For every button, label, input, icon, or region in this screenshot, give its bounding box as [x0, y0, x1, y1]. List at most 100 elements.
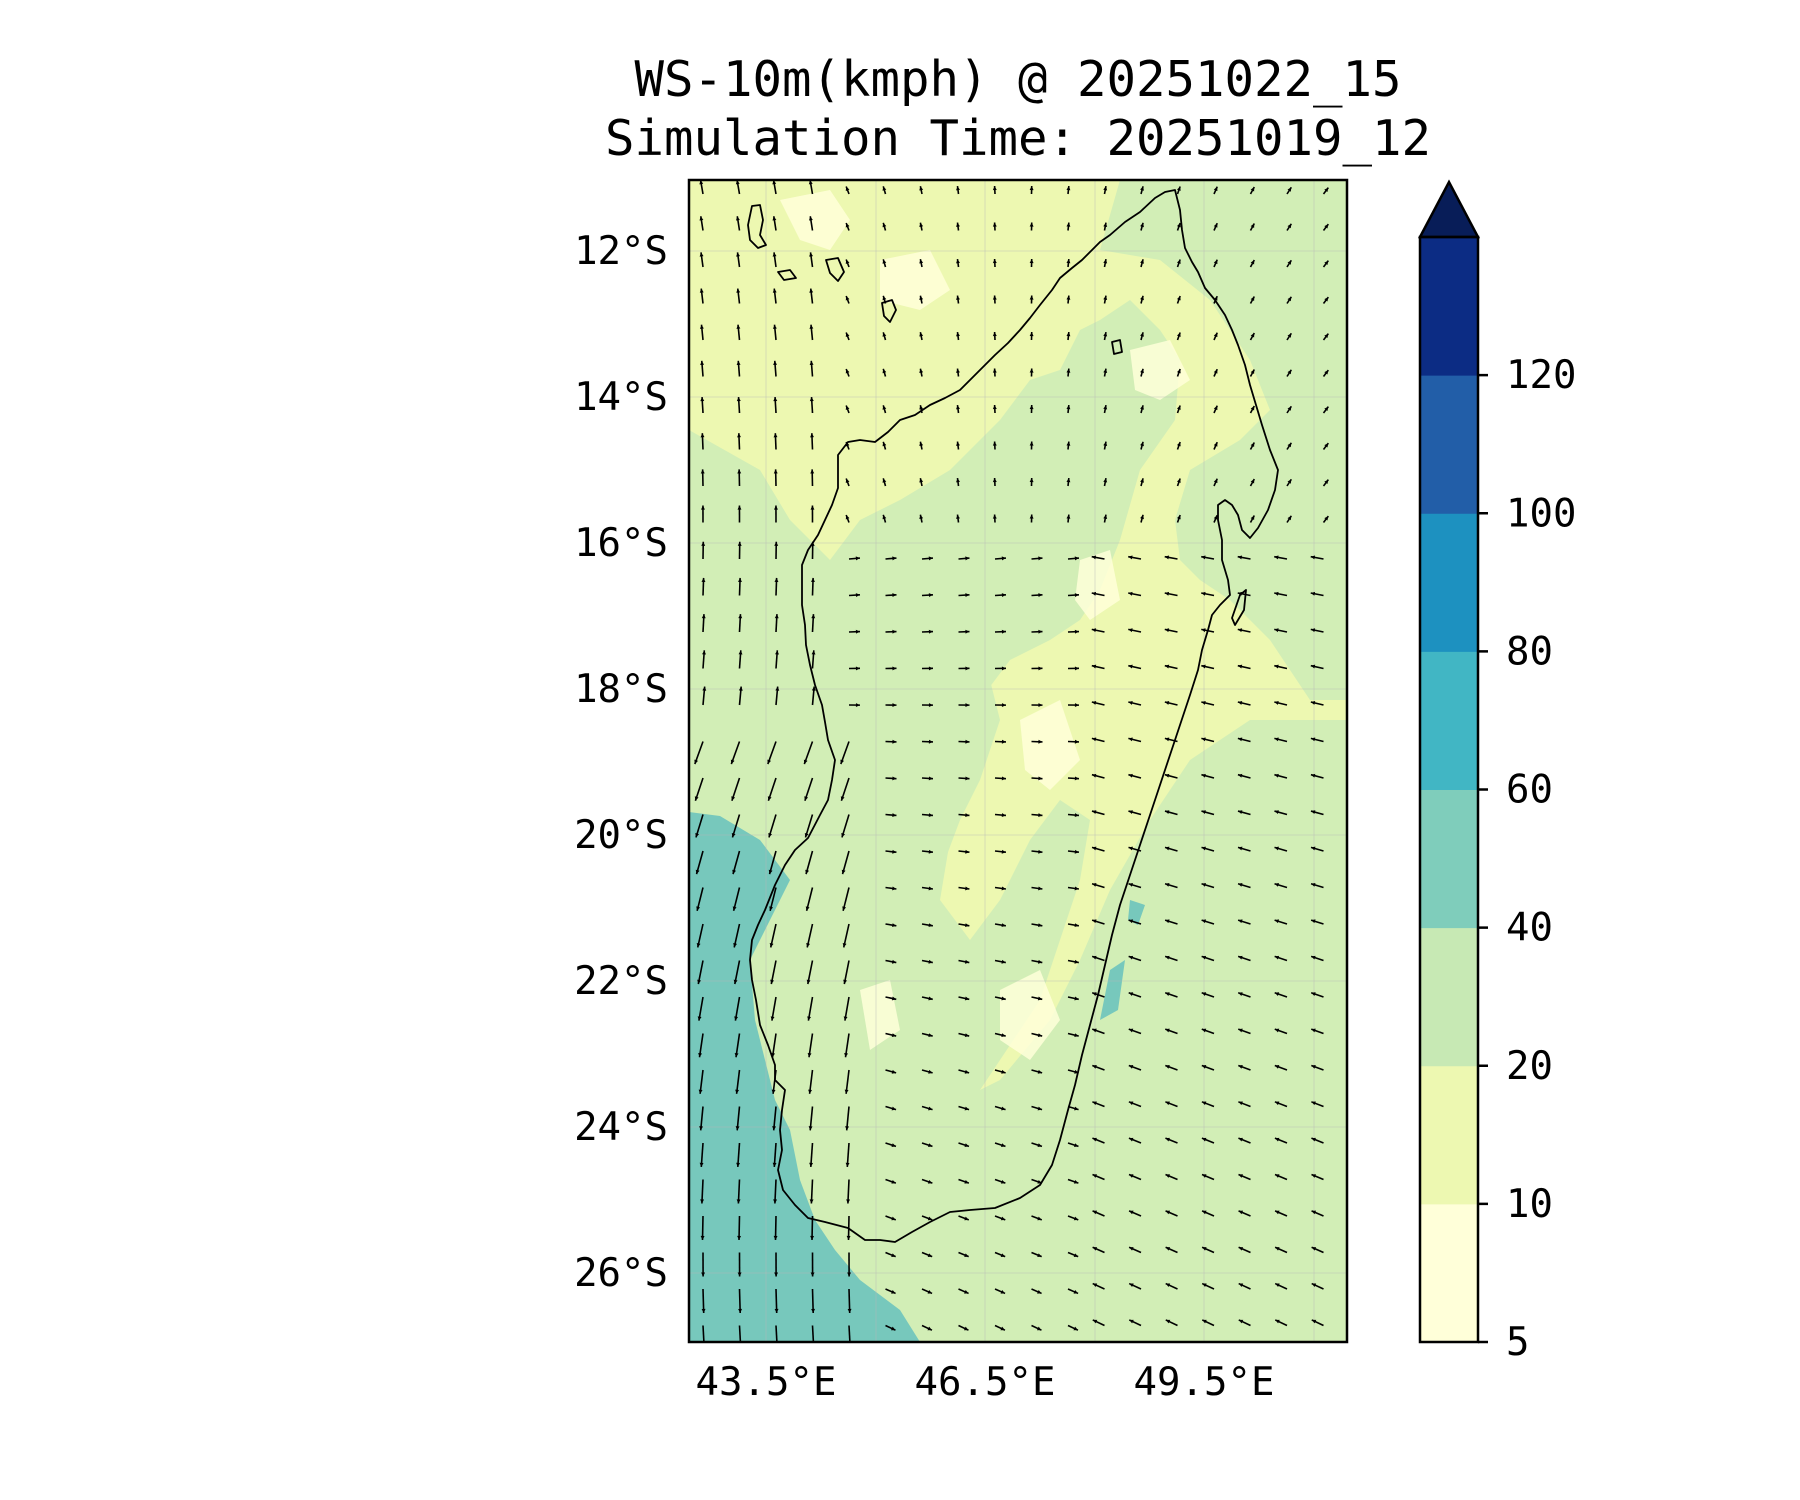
wind-arrow: [738, 686, 743, 706]
wind-arrow: [1091, 628, 1105, 633]
wind-arrow: [1286, 405, 1293, 414]
wind-arrow: [1238, 1137, 1251, 1144]
wind-arrow: [1128, 1101, 1142, 1108]
wind-arrow: [811, 650, 816, 669]
wind-arrow: [770, 996, 777, 1021]
colorbar-segment: [1420, 513, 1478, 652]
wind-arrow: [702, 650, 706, 669]
wind-arrow: [1201, 1028, 1215, 1035]
wind-arrow: [956, 185, 960, 195]
wind-arrow: [992, 441, 997, 450]
wind-arrow: [885, 996, 897, 1001]
wind-arrow: [1091, 737, 1105, 743]
wind-arrow: [807, 996, 814, 1021]
wind-arrow: [921, 1032, 933, 1038]
wind-arrow: [848, 556, 861, 561]
wind-arrow: [992, 185, 997, 195]
wind-arrow: [771, 1033, 777, 1058]
wind-arrow: [885, 959, 897, 964]
lat-tick-label: 14°S: [574, 375, 668, 420]
lat-tick-label: 22°S: [574, 959, 668, 1004]
wind-arrow: [1067, 996, 1079, 1001]
wind-arrow: [1164, 1028, 1178, 1035]
wind-arrow: [956, 404, 960, 414]
wind-arrow: [1311, 1173, 1324, 1181]
wind-arrow: [1128, 628, 1142, 633]
wind-arrow: [1128, 737, 1142, 743]
wind-arrow: [736, 288, 741, 304]
wind-arrow: [1322, 369, 1329, 377]
wind-arrow: [994, 1142, 1006, 1148]
wind-arrow: [1029, 185, 1034, 195]
wind-arrow: [994, 1251, 1006, 1258]
wind-arrow: [773, 396, 778, 414]
wind-arrow: [731, 777, 741, 802]
wind-arrow: [774, 577, 779, 596]
wind-arrow: [994, 703, 1007, 708]
wind-arrow: [845, 514, 850, 523]
wind-arrow: [1067, 1142, 1079, 1148]
wind-arrow: [1238, 1210, 1251, 1217]
wind-arrow: [1165, 1282, 1178, 1290]
colorbar-tick-label: 40: [1506, 906, 1553, 951]
wind-arrow: [921, 593, 934, 598]
colorbar-tick-label: 100: [1506, 491, 1576, 536]
wind-arrow: [921, 959, 933, 964]
wind-arrow: [1128, 955, 1142, 962]
wind-arrow: [1274, 919, 1288, 925]
wind-arrow: [700, 360, 705, 377]
wind-arrow: [1067, 886, 1080, 891]
wind-arrow: [958, 1178, 970, 1184]
wind-arrow: [1249, 478, 1256, 487]
wind-arrow: [699, 216, 704, 231]
wind-arrow: [700, 1179, 705, 1204]
wind-arrow: [1066, 514, 1071, 523]
wind-arrow: [1213, 332, 1218, 341]
wind-arrow: [768, 814, 777, 838]
lon-tick-label: 49.5°E: [1134, 1360, 1275, 1405]
wind-arrow: [1067, 1178, 1079, 1184]
wind-arrow: [921, 923, 933, 928]
wind-arrow: [1274, 1282, 1288, 1290]
wind-arrow: [1201, 701, 1215, 706]
wind-arrow: [1067, 1251, 1079, 1258]
wind-arrow: [885, 1178, 897, 1184]
wind-arrow: [845, 295, 850, 304]
wind-arrow: [1213, 405, 1218, 414]
wind-arrow: [1213, 186, 1218, 195]
wind-arrow: [958, 1105, 970, 1111]
wind-arrow: [1274, 664, 1288, 670]
wind-arrow: [1201, 773, 1215, 779]
wind-arrow: [921, 666, 934, 671]
wind-arrow: [1165, 1173, 1178, 1181]
wind-arrow: [1249, 405, 1256, 414]
wind-arrow: [1128, 1319, 1142, 1327]
wind-arrow: [1165, 1137, 1178, 1144]
wind-arrow: [772, 1142, 777, 1167]
ile-sainte-marie: [1231, 589, 1247, 626]
wind-arrow: [1274, 992, 1288, 998]
wind-arrow: [773, 360, 778, 377]
wind-arrow: [1091, 810, 1105, 816]
wind-arrow: [919, 514, 924, 523]
wind-arrow: [882, 514, 887, 523]
wind-arrow: [958, 739, 970, 744]
wind-arrow: [994, 666, 1007, 671]
wind-arrow: [698, 1033, 704, 1058]
wind-arrow: [738, 650, 743, 669]
wind-arrow: [843, 960, 850, 985]
wind-arrow: [809, 396, 814, 414]
wind-arrow: [1067, 629, 1080, 634]
wind-arrow: [921, 1251, 933, 1258]
wind-arrow: [958, 923, 970, 928]
wind-arrow: [1128, 1210, 1142, 1217]
wind-arrow: [848, 703, 861, 708]
wind-arrow: [882, 368, 887, 377]
wind-arrow: [1322, 260, 1329, 268]
wind-arrow: [737, 1252, 742, 1277]
wind-arrow: [732, 850, 741, 875]
wind-arrow: [992, 258, 997, 268]
wind-arrow: [1201, 955, 1215, 962]
wind-arrow: [845, 368, 850, 377]
wind-arrow: [700, 469, 705, 487]
